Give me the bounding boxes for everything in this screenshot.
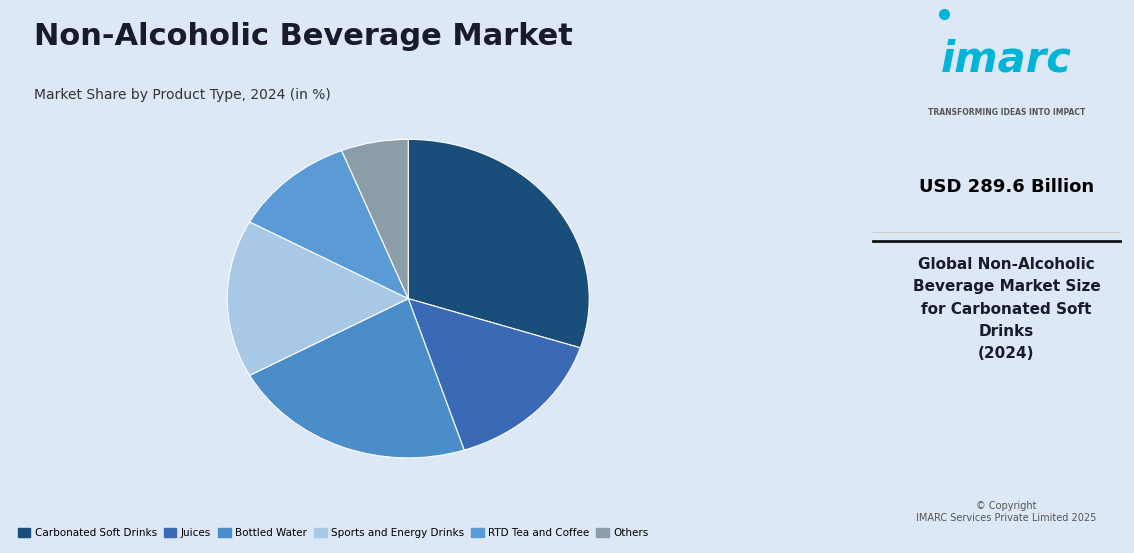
Wedge shape [408, 299, 581, 450]
Legend: Carbonated Soft Drinks, Juices, Bottled Water, Sports and Energy Drinks, RTD Tea: Carbonated Soft Drinks, Juices, Bottled … [14, 524, 652, 542]
Text: Global Non-Alcoholic
Beverage Market Size
for Carbonated Soft
Drinks
(2024): Global Non-Alcoholic Beverage Market Siz… [913, 257, 1100, 361]
Text: © Copyright
IMARC Services Private Limited 2025: © Copyright IMARC Services Private Limit… [916, 501, 1097, 523]
Text: imarc: imarc [941, 39, 1072, 81]
Bar [850, 0, 860, 553]
Wedge shape [408, 139, 590, 348]
Wedge shape [249, 299, 464, 458]
Text: Non-Alcoholic Beverage Market: Non-Alcoholic Beverage Market [34, 22, 573, 51]
Text: Market Share by Product Type, 2024 (in %): Market Share by Product Type, 2024 (in %… [34, 88, 331, 102]
Wedge shape [227, 222, 408, 375]
Wedge shape [341, 139, 408, 299]
Text: USD 289.6 Billion: USD 289.6 Billion [919, 178, 1094, 196]
Wedge shape [249, 150, 408, 299]
Text: TRANSFORMING IDEAS INTO IMPACT: TRANSFORMING IDEAS INTO IMPACT [928, 108, 1085, 117]
